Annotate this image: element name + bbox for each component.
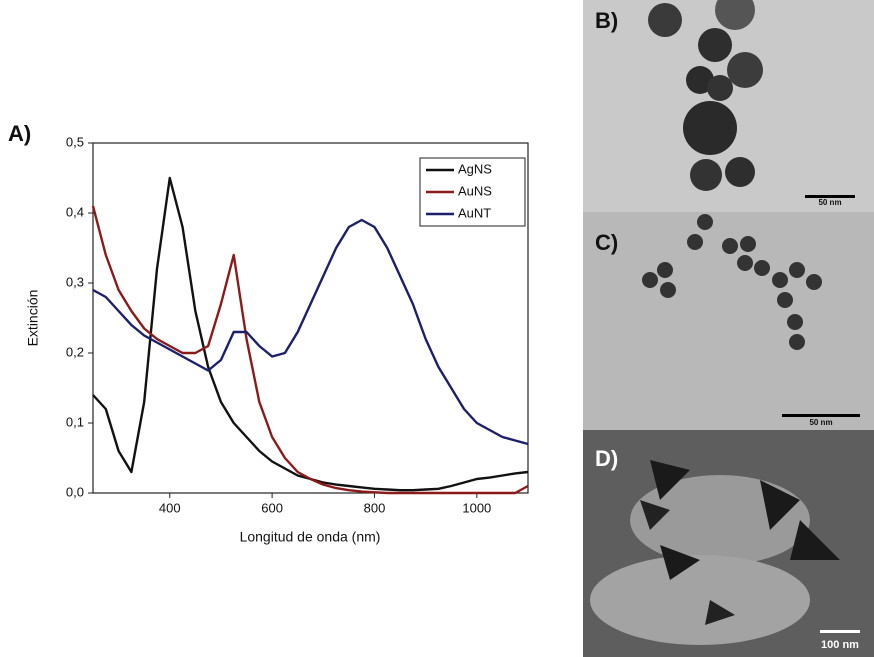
- tem-image-c: [583, 212, 874, 430]
- legend-label: AuNS: [458, 183, 492, 198]
- tem-image-d: [583, 430, 874, 657]
- x-tick-label: 800: [364, 500, 386, 515]
- y-tick-label: 0,0: [66, 484, 84, 499]
- y-tick-label: 0,1: [66, 414, 84, 429]
- y-tick-label: 0,2: [66, 344, 84, 359]
- series-line: [92, 218, 529, 446]
- legend-label: AuNT: [458, 205, 491, 220]
- panel-label: C): [595, 230, 618, 255]
- legend-label: AgNS: [458, 161, 492, 176]
- x-axis-label: Longitud de onda (nm): [240, 529, 381, 545]
- y-tick-label: 0,5: [66, 134, 84, 149]
- x-tick-label: 1000: [462, 500, 491, 515]
- scale-bar-label: 100 nm: [821, 639, 859, 651]
- series-line: [91, 205, 529, 495]
- y-tick-label: 0,3: [66, 274, 84, 289]
- tem-image-b: [583, 0, 874, 212]
- panel-label: B): [595, 8, 618, 33]
- panel-label: A): [8, 121, 31, 146]
- x-tick-label: 600: [261, 500, 283, 515]
- scale-bar-label: 50 nm: [809, 418, 832, 427]
- x-tick-label: 400: [159, 500, 181, 515]
- scale-bar-label: 50 nm: [818, 198, 841, 207]
- y-axis-label: Extinción: [25, 290, 41, 347]
- y-tick-label: 0,4: [66, 204, 84, 219]
- panel-label: D): [595, 446, 618, 471]
- plot-frame: [92, 142, 529, 494]
